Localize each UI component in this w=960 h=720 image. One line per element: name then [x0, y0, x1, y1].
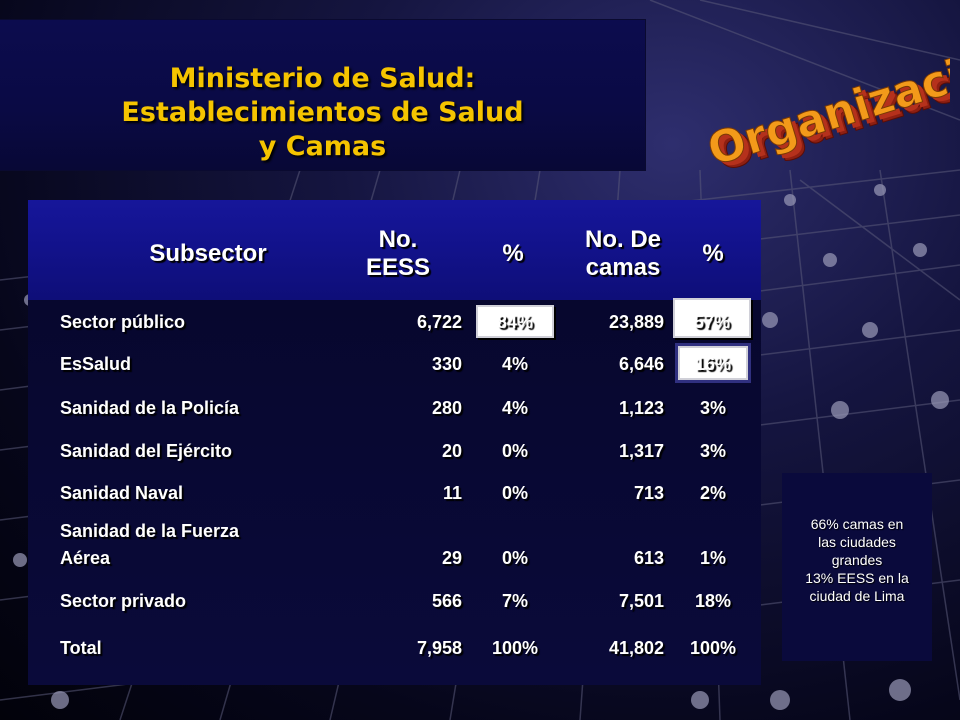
row-name: Sector público	[60, 312, 186, 332]
header-camas: No. De camas	[558, 226, 688, 282]
row-name-line2: Aérea	[60, 548, 111, 568]
row-camas: 1,317	[618, 441, 664, 461]
table-header	[28, 200, 761, 300]
row-pct-eess: 4%	[501, 354, 528, 374]
note-line-5: ciudad de Lima	[809, 588, 905, 604]
row-camas: 7,501	[618, 591, 664, 611]
side-note: 66% camas en las ciudades grandes 13% EE…	[782, 473, 932, 661]
row-camas: 1,123	[618, 398, 664, 418]
row-name: Sanidad del Ejército	[60, 441, 233, 461]
header-subsector: Subsector	[149, 240, 267, 267]
row-name: Sector privado	[60, 591, 187, 611]
row-camas-total: 41,802	[608, 638, 664, 658]
note-line-2: las ciudades	[818, 534, 896, 550]
row-pct-eess: 4%	[501, 398, 528, 418]
row-eess: 6,722	[416, 312, 462, 332]
page-title: Ministerio de Salud: Establecimientos de…	[0, 62, 645, 164]
row-name: Sanidad de la Fuerza	[60, 521, 240, 541]
title-line-3: y Camas	[258, 131, 387, 162]
row-eess: 566	[431, 591, 462, 611]
row-pct-camas: 1%	[699, 548, 726, 568]
row-pct-camas: 3%	[699, 398, 726, 418]
note-line-3: grandes	[831, 552, 883, 568]
row-pct-eess: 0%	[501, 483, 528, 503]
row-camas: 613	[633, 548, 664, 568]
row-eess: 330	[431, 354, 462, 374]
header-pct-eess: %	[502, 240, 524, 267]
highlight-box-84	[476, 305, 554, 338]
row-pct-camas-total: 100%	[689, 638, 737, 658]
row-camas: 6,646	[618, 354, 664, 374]
row-pct-camas: 57%	[693, 312, 731, 332]
header-eess-line2: EESS	[365, 254, 431, 281]
row-pct-eess: 0%	[501, 548, 528, 568]
row-camas: 23,889	[608, 312, 664, 332]
row-eess: 11	[442, 483, 462, 503]
highlight-box-16	[678, 346, 748, 380]
header-camas-line1: No. De	[584, 226, 661, 253]
row-pct-camas: 3%	[699, 441, 726, 461]
header-pct-camas: %	[702, 240, 724, 267]
side-note-text: 66% camas en las ciudades grandes 13% EE…	[782, 515, 932, 605]
header-eess: No. EESS	[348, 226, 448, 282]
table-body	[28, 300, 761, 685]
title-line-2: Establecimientos de Salud	[121, 97, 524, 128]
row-name: Sanidad Naval	[60, 483, 184, 503]
highlight-box-57	[673, 298, 751, 338]
row-pct-camas: 2%	[699, 483, 726, 503]
row-name-total: Total	[60, 638, 102, 658]
header-eess-line1: No.	[378, 226, 418, 253]
row-name: Sanidad de la Policía	[60, 398, 240, 418]
row-eess-total: 7,958	[416, 638, 462, 658]
title-line-1: Ministerio de Salud:	[169, 63, 476, 94]
header-camas-line2: camas	[585, 254, 661, 281]
row-eess: 280	[431, 398, 462, 418]
row-pct-camas: 18%	[694, 591, 732, 611]
row-pct-eess: 0%	[501, 441, 528, 461]
title-panel: Ministerio de Salud: Establecimientos de…	[0, 20, 645, 170]
note-line-4: 13% EESS en la	[805, 570, 909, 586]
row-pct-camas: 16%	[694, 354, 732, 374]
row-camas: 713	[633, 483, 664, 503]
row-name: EsSalud	[60, 354, 132, 374]
note-line-1: 66% camas en	[810, 516, 904, 532]
row-pct-eess-total: 100%	[491, 638, 539, 658]
row-pct-eess: 84%	[496, 312, 534, 332]
data-table: Subsector No. EESS % No. De camas % Sect…	[28, 200, 761, 685]
row-eess: 20	[441, 441, 462, 461]
row-pct-eess: 7%	[501, 591, 528, 611]
organizacion-wordart: Organización Organización Organización	[701, 40, 950, 170]
row-eess: 29	[441, 548, 462, 568]
